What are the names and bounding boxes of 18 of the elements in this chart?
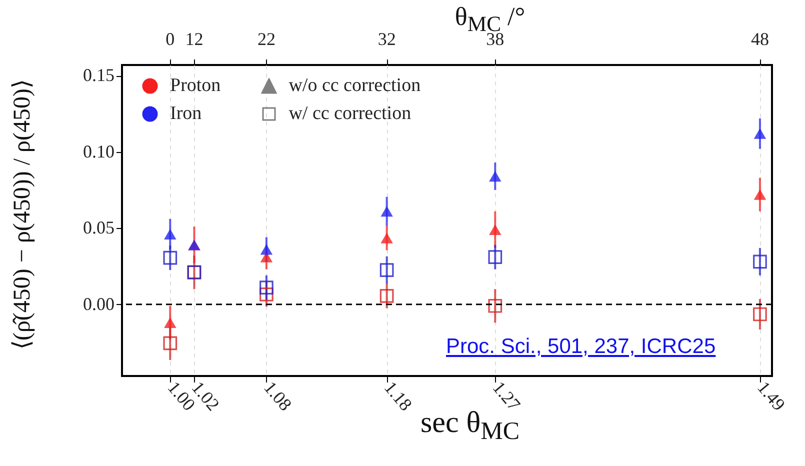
annotation: Proc. Sci., 501, 237, ICRC25 xyxy=(446,335,716,359)
y-tick-label: 0.10 xyxy=(83,141,114,162)
annotation: 12 xyxy=(185,29,204,49)
y-tick-label: 0.00 xyxy=(83,294,114,314)
annotation: w/o cc correction xyxy=(288,75,421,97)
legend-label: Proton xyxy=(170,75,221,97)
x-tick-label: 1.08 xyxy=(260,377,296,414)
y-axis-title: ⟨(ρ̂(450) − ρ(450)) / ρ(450)⟩ xyxy=(8,78,36,352)
x-tick-label: 1.49 xyxy=(754,377,790,414)
annotation: 0 xyxy=(166,29,175,49)
annotation: w/ cc correction xyxy=(288,103,412,125)
annotation: 32 xyxy=(378,29,396,49)
annotation: 22 xyxy=(257,29,276,49)
annotation: 48 xyxy=(750,29,769,49)
y-tick-label: 0.15 xyxy=(83,65,114,86)
x-tick-label: 1.18 xyxy=(380,377,416,414)
legend-label: Iron xyxy=(170,103,202,125)
y-tick-label: 0.05 xyxy=(83,218,114,238)
